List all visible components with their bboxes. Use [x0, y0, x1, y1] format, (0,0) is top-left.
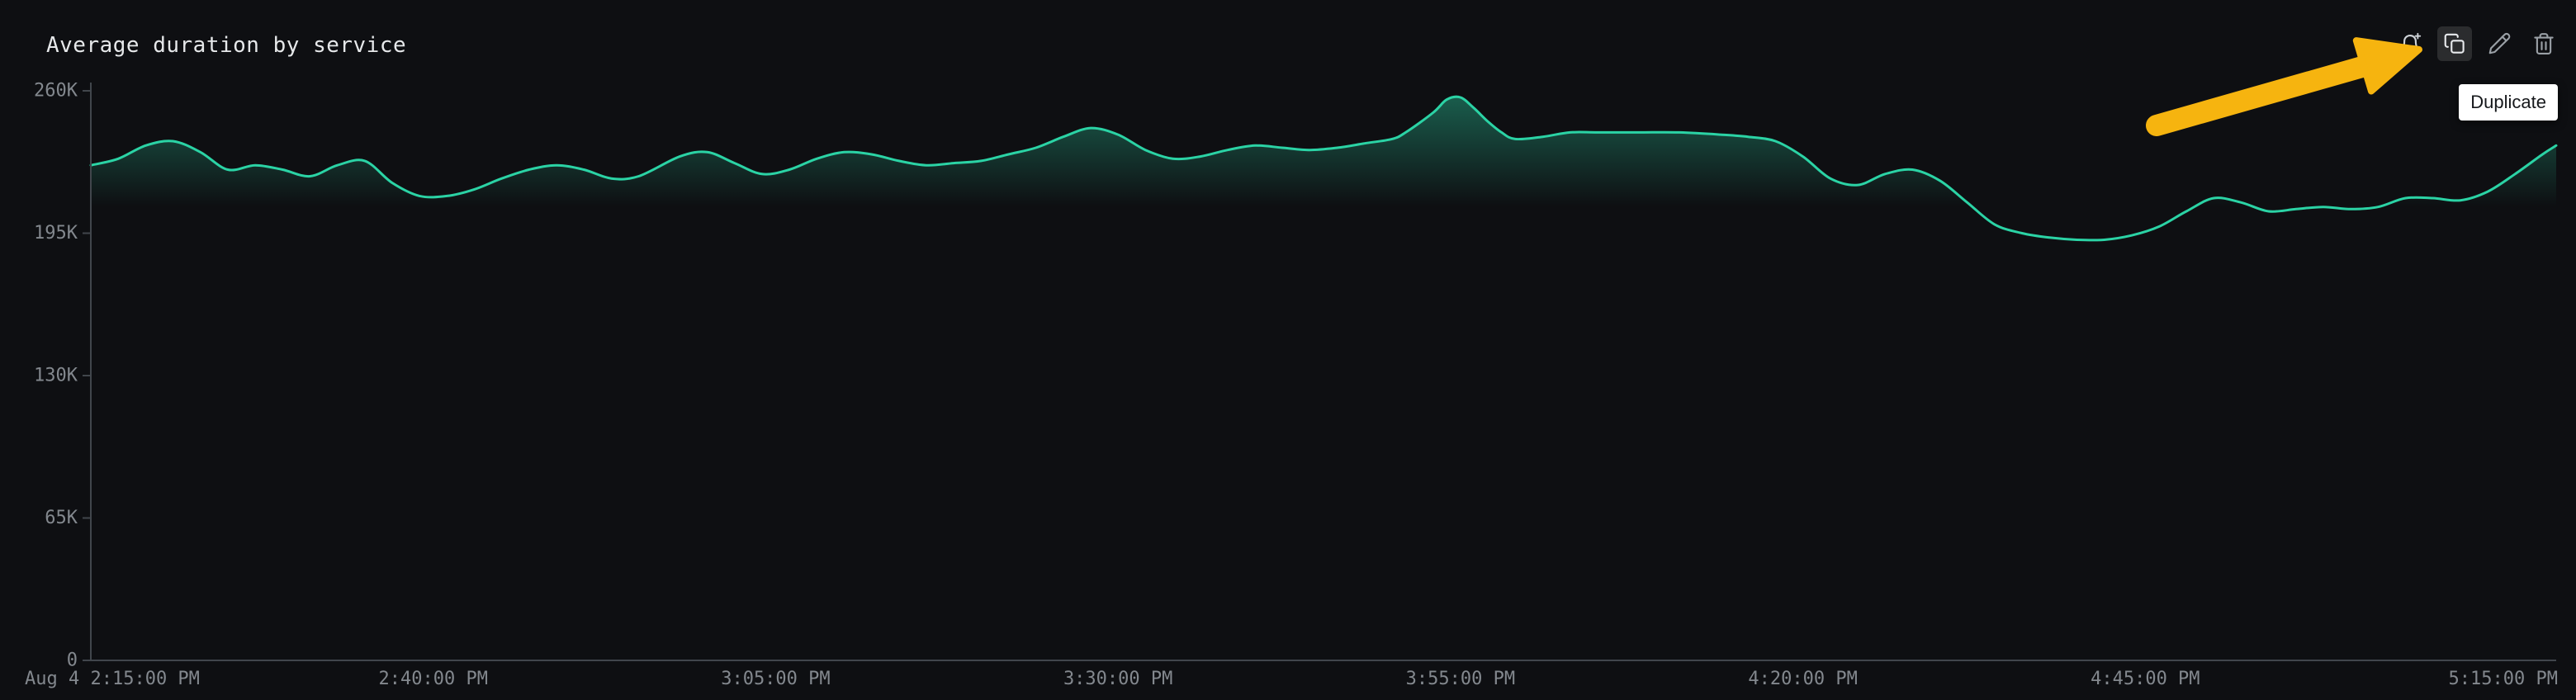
edit-button[interactable]	[2482, 26, 2517, 61]
panel-toolbar	[2393, 26, 2561, 61]
y-tick-label: 260K	[34, 81, 78, 102]
x-tick-label: Aug 4 2:15:00 PM	[25, 669, 200, 689]
panel-title: Average duration by service	[46, 33, 407, 58]
y-tick-label: 65K	[45, 508, 78, 528]
x-tick-label: 4:20:00 PM	[1748, 669, 1857, 689]
x-tick-label: 2:40:00 PM	[378, 669, 487, 689]
series-line-average-duration	[89, 95, 2558, 242]
duplicate-button[interactable]	[2437, 26, 2472, 61]
create-monitor-button[interactable]	[2393, 26, 2427, 61]
x-tick-label: 5:15:00 PM	[2449, 669, 2558, 689]
x-tick-label: 3:30:00 PM	[1063, 669, 1172, 689]
y-tick-label: 130K	[34, 366, 78, 386]
duplicate-tooltip: Duplicate	[2459, 84, 2558, 121]
pencil-icon	[2487, 31, 2512, 56]
bell-plus-icon	[2398, 31, 2422, 56]
trash-icon	[2531, 31, 2556, 56]
x-tick-label: 3:05:00 PM	[721, 669, 830, 689]
y-tick-label: 195K	[34, 223, 78, 244]
x-tick-label: 4:45:00 PM	[2091, 669, 2200, 689]
chart-area-fill	[91, 97, 2556, 660]
y-tick-label: 0	[67, 650, 78, 671]
x-tick-label: 3:55:00 PM	[1406, 669, 1515, 689]
delete-button[interactable]	[2526, 26, 2561, 61]
copy-icon	[2442, 31, 2467, 56]
